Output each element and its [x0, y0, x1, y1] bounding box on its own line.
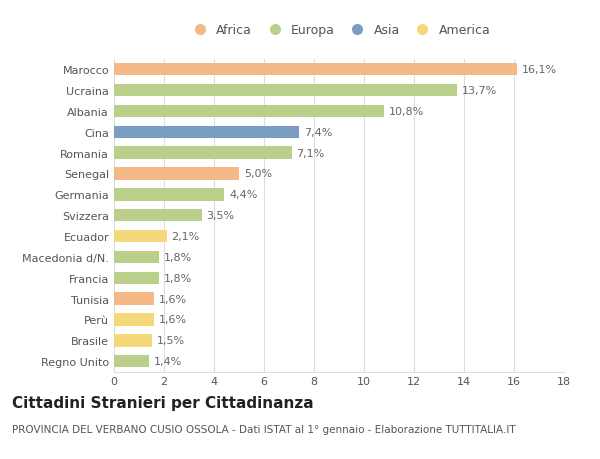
- Text: 7,1%: 7,1%: [296, 148, 325, 158]
- Text: 1,5%: 1,5%: [157, 336, 185, 346]
- Text: 4,4%: 4,4%: [229, 190, 257, 200]
- Text: 1,6%: 1,6%: [159, 294, 187, 304]
- Bar: [114, 272, 159, 285]
- Bar: [114, 293, 154, 305]
- Bar: [114, 189, 224, 201]
- Bar: [114, 355, 149, 368]
- Bar: [114, 168, 239, 180]
- Bar: [114, 251, 159, 263]
- Text: 2,1%: 2,1%: [172, 231, 200, 241]
- Text: 1,4%: 1,4%: [154, 356, 182, 366]
- Bar: [114, 126, 299, 139]
- Bar: [114, 313, 154, 326]
- Bar: [114, 64, 517, 76]
- Text: 3,5%: 3,5%: [206, 211, 235, 221]
- Text: 5,0%: 5,0%: [244, 169, 272, 179]
- Bar: [114, 84, 457, 97]
- Text: Cittadini Stranieri per Cittadinanza: Cittadini Stranieri per Cittadinanza: [12, 395, 314, 410]
- Bar: [114, 147, 292, 160]
- Bar: [114, 230, 167, 243]
- Bar: [114, 209, 202, 222]
- Text: 10,8%: 10,8%: [389, 106, 424, 117]
- Text: PROVINCIA DEL VERBANO CUSIO OSSOLA - Dati ISTAT al 1° gennaio - Elaborazione TUT: PROVINCIA DEL VERBANO CUSIO OSSOLA - Dat…: [12, 425, 515, 435]
- Text: 16,1%: 16,1%: [521, 65, 557, 75]
- Text: 1,6%: 1,6%: [159, 315, 187, 325]
- Text: 7,4%: 7,4%: [304, 128, 332, 138]
- Bar: [114, 334, 151, 347]
- Text: 1,8%: 1,8%: [164, 273, 192, 283]
- Text: 13,7%: 13,7%: [461, 86, 497, 96]
- Legend: Africa, Europa, Asia, America: Africa, Europa, Asia, America: [182, 19, 496, 42]
- Text: 1,8%: 1,8%: [164, 252, 192, 263]
- Bar: [114, 106, 384, 118]
